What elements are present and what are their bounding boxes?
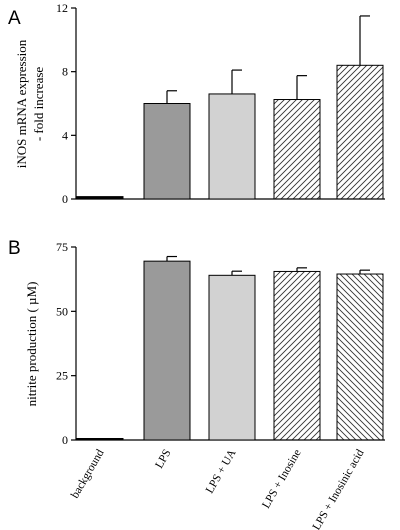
y-tick-label: 75 xyxy=(56,240,68,254)
y-tick-label: 8 xyxy=(62,65,68,79)
panel-label: A xyxy=(8,8,21,29)
bar-3 xyxy=(208,274,256,441)
bar-5 xyxy=(336,64,384,200)
bar-2 xyxy=(143,260,191,441)
bar-2 xyxy=(143,103,191,200)
bar-5 xyxy=(336,273,384,441)
x-tick-label-5: LPS + Inosinic acid xyxy=(311,447,367,530)
y-tick-label: 12 xyxy=(56,1,68,15)
x-tick-label-2: LPS xyxy=(153,448,173,471)
bar-1 xyxy=(76,438,124,441)
y-tick-label: 50 xyxy=(56,304,68,318)
y-tick-label: 25 xyxy=(56,369,68,383)
x-tick-label-1: background xyxy=(69,447,107,500)
y-axis-label: iNOS mRNA expression - fold increase xyxy=(14,39,46,168)
y-axis-label-line: nitrite production ( µM) xyxy=(24,282,39,407)
x-tick-label-3: LPS + UA xyxy=(204,447,239,496)
bar-3 xyxy=(208,93,256,200)
panel-b: B 0 25 50 75 nitrite production ( µM) backgrou… xyxy=(8,238,385,530)
x-tick-label-4: LPS + Inosine xyxy=(260,448,303,511)
y-tick-label: 0 xyxy=(62,433,68,447)
y-axis-label-line: iNOS mRNA expression xyxy=(14,39,29,168)
y-axis-label: nitrite production ( µM) xyxy=(24,282,39,407)
y-axis-label-line: - fold increase xyxy=(31,67,46,142)
bar-1 xyxy=(76,196,124,200)
bar-4 xyxy=(273,270,321,441)
y-tick-label: 0 xyxy=(62,192,68,206)
panel-a: A 0 4 8 12 iNOS mRNA expression - fold increas… xyxy=(8,1,385,206)
panel-label: B xyxy=(8,238,21,259)
bar-4 xyxy=(273,99,321,200)
y-tick-label: 4 xyxy=(62,128,68,142)
